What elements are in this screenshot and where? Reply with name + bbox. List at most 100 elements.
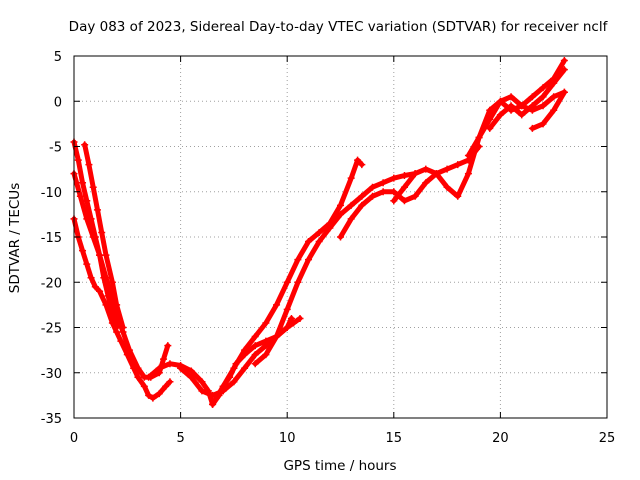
data-point [104, 292, 112, 300]
data-point [198, 378, 206, 386]
data-point [368, 192, 376, 200]
data-point [518, 111, 526, 119]
data-point [550, 106, 558, 114]
data-point [539, 84, 547, 92]
data-point [102, 251, 110, 259]
data-point [422, 179, 430, 187]
data-point [496, 111, 504, 119]
data-point [560, 66, 568, 74]
data-point [294, 256, 302, 264]
x-axis-label: GPS time / hours [283, 458, 396, 474]
data-point [100, 274, 108, 282]
data-point [518, 102, 526, 110]
data-point [496, 97, 504, 105]
data-point [273, 333, 281, 341]
data-point [528, 102, 536, 110]
data-point [486, 115, 494, 123]
series-line [178, 315, 294, 398]
data-point [117, 337, 125, 345]
data-point [113, 301, 121, 309]
data-point [241, 364, 249, 372]
data-point [315, 238, 323, 246]
data-point [454, 161, 462, 169]
data-point [411, 192, 419, 200]
data-point [283, 278, 291, 286]
data-point [528, 93, 536, 101]
data-point [283, 324, 291, 331]
data-point [400, 183, 408, 191]
data-point [177, 364, 185, 372]
data-point [337, 233, 344, 241]
data-point [93, 206, 101, 214]
series-satellite-track-1 [70, 215, 174, 402]
series-line [529, 89, 567, 131]
data-point [368, 183, 376, 191]
data-point [87, 215, 95, 223]
y-tick-label: -25 [41, 322, 62, 337]
data-point [390, 197, 398, 205]
data-point [83, 260, 91, 268]
series-satellite-track-11 [464, 57, 568, 160]
x-tick-label: 0 [70, 431, 78, 446]
data-point [550, 93, 558, 101]
data-point [475, 133, 483, 141]
data-point [294, 278, 302, 286]
data-point [550, 79, 558, 87]
chart-title: Day 083 of 2023, Sidereal Day-to-day VTE… [69, 19, 609, 35]
data-point [98, 228, 106, 236]
data-point [134, 364, 142, 372]
y-axis-label: SDTVAR / TECUs [7, 183, 23, 293]
data-point [358, 201, 366, 209]
data-point [337, 201, 344, 209]
data-point [507, 102, 515, 110]
data-point [262, 319, 270, 327]
y-tick-label: -30 [41, 367, 62, 382]
data-point [230, 364, 238, 372]
data-point [507, 93, 515, 101]
data-point [108, 278, 116, 286]
data-point [528, 124, 536, 132]
data-point [262, 351, 270, 359]
data-point [155, 364, 163, 372]
data-point [134, 373, 142, 381]
axis-ticks: 0 5 10 15 20 25 5 0 -5 -10 -15 -20 -25 -30 -35 [41, 50, 616, 446]
data-point [560, 88, 568, 96]
data-point [390, 174, 398, 182]
x-tick-label: 10 [279, 431, 296, 446]
data-point [91, 233, 99, 241]
data-point [539, 93, 547, 101]
data-point [81, 141, 89, 149]
data-point [160, 355, 168, 363]
series-satellite-track-13 [528, 88, 568, 132]
y-tick-label: -10 [41, 186, 62, 201]
data-series [70, 57, 568, 408]
data-point [89, 183, 97, 191]
series-line [465, 58, 567, 159]
x-tick-label: 5 [176, 431, 184, 446]
data-point [187, 367, 195, 375]
data-point [539, 120, 547, 128]
data-point [560, 57, 568, 65]
data-point [432, 170, 440, 178]
data-point [79, 247, 87, 255]
data-point [219, 382, 227, 390]
data-point [454, 192, 462, 200]
series-line [487, 67, 567, 131]
data-point [79, 179, 87, 187]
data-point [166, 360, 174, 368]
data-point [155, 390, 163, 398]
data-point [166, 378, 174, 386]
data-point [209, 400, 217, 408]
data-point [125, 346, 133, 354]
data-point [326, 224, 334, 232]
data-point [347, 201, 355, 209]
data-point [283, 305, 291, 313]
data-point [296, 314, 304, 322]
x-tick-label: 15 [386, 431, 403, 446]
data-point [87, 274, 95, 282]
data-point [251, 342, 259, 350]
data-point [486, 106, 494, 114]
data-point [347, 215, 355, 223]
series-line [210, 157, 365, 407]
